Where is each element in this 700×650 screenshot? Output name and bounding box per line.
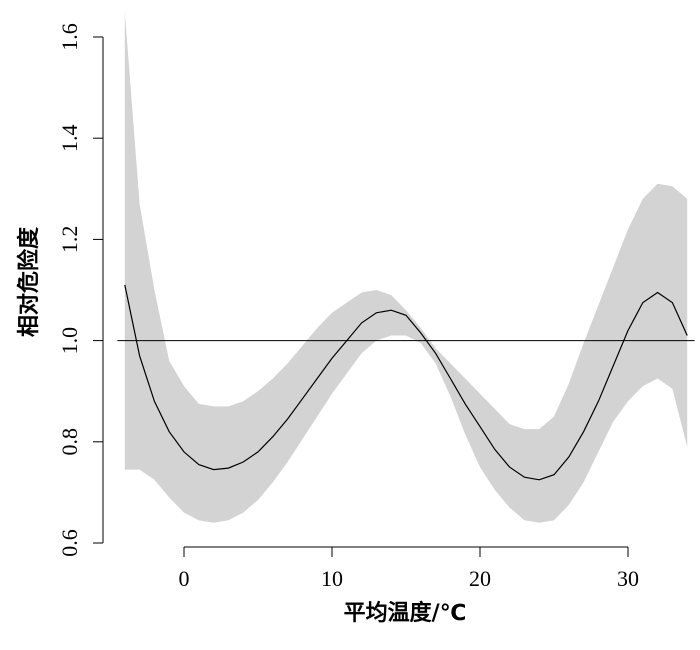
series-line-layer	[124, 284, 688, 481]
y-tick-label: 0.8	[57, 428, 82, 456]
x-axis-title: 平均温度/℃	[344, 600, 467, 626]
x-tick-label: 20	[469, 566, 491, 591]
y-tick-label: 0.6	[57, 529, 82, 557]
x-tick-label: 30	[617, 566, 639, 591]
y-tick-label: 1.4	[57, 124, 82, 152]
y-axis: 0.6 0.8 1.0 1.2 1.4 1.6	[57, 23, 104, 557]
y-tick-label: 1.6	[57, 23, 82, 51]
x-tick-label: 10	[321, 566, 343, 591]
y-tick-label: 1.2	[57, 226, 82, 254]
confidence-band-layer	[124, 11, 688, 523]
y-axis-title: 相对危险度	[16, 226, 42, 337]
x-tick-label: 0	[179, 566, 190, 591]
y-tick-label: 1.0	[57, 327, 82, 355]
series-line	[124, 284, 688, 481]
x-axis: 0 10 20 30	[179, 546, 639, 591]
confidence-band	[124, 11, 688, 523]
